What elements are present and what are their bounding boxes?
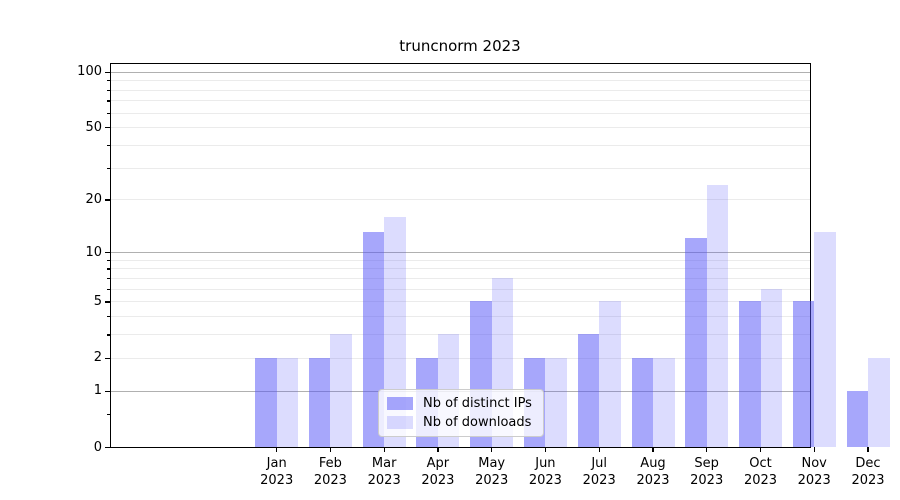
- minor-gridline: [111, 334, 810, 336]
- x-tick-label: Jul 2023: [582, 456, 616, 488]
- minor-gridline: [111, 145, 810, 146]
- y-tick-label: 50: [85, 119, 102, 135]
- y-axis-minor-tick: [107, 145, 110, 147]
- y-axis-minor-tick: [107, 288, 110, 290]
- minor-gridline: [111, 112, 810, 114]
- y-axis-minor-tick: [107, 277, 110, 280]
- bar-nov-distinct-ips: [792, 301, 815, 447]
- legend-item-downloads: Nb of downloads: [387, 415, 535, 430]
- minor-gridline: [111, 89, 810, 91]
- minor-gridline: [111, 167, 810, 169]
- minor-gridline: [111, 357, 810, 359]
- x-tick-label: Dec 2023: [851, 456, 885, 488]
- legend-item-distinct-ips: Nb of distinct IPs: [387, 396, 535, 411]
- bar-feb-distinct-ips: [308, 357, 331, 447]
- x-axis-tick: [329, 447, 332, 452]
- x-tick-label: Jan 2023: [260, 456, 294, 488]
- bar-jul-distinct-ips: [577, 334, 600, 447]
- x-tick-label: Sep 2023: [690, 456, 724, 488]
- x-axis-tick: [437, 447, 439, 452]
- y-tick-label: 100: [77, 64, 102, 80]
- x-axis-tick: [652, 447, 654, 452]
- y-axis-minor-tick: [107, 414, 110, 416]
- y-axis-minor-tick: [107, 199, 110, 201]
- minor-gridline: [111, 259, 810, 261]
- y-axis-minor-tick: [107, 112, 110, 114]
- legend-swatch-distinct-ips: [387, 397, 413, 410]
- y-tick-label: 5: [93, 293, 102, 309]
- x-axis-tick: [491, 447, 493, 452]
- y-axis-minor-tick: [107, 89, 110, 91]
- y-axis-tick: [105, 390, 110, 392]
- x-tick-label: Aug 2023: [636, 456, 670, 488]
- y-tick-label: 20: [85, 191, 102, 207]
- x-tick-label: Jun 2023: [528, 456, 562, 488]
- y-axis-tick: [105, 71, 110, 73]
- bar-feb-downloads: [330, 334, 352, 447]
- x-tick-label: Oct 2023: [743, 456, 778, 488]
- x-axis-tick: [544, 447, 547, 452]
- minor-gridline: [111, 288, 810, 290]
- major-gridline: [111, 71, 810, 73]
- y-axis-minor-tick: [107, 301, 110, 303]
- minor-gridline: [111, 316, 810, 318]
- bar-dec-downloads: [868, 357, 890, 447]
- y-axis-minor-tick: [107, 259, 110, 261]
- x-axis-tick: [867, 447, 869, 452]
- x-tick-label: Apr 2023: [421, 456, 455, 488]
- x-axis-tick: [759, 447, 762, 452]
- minor-gridline: [111, 80, 810, 82]
- bar-jun-downloads: [545, 357, 567, 447]
- y-axis-tick: [105, 252, 110, 254]
- major-gridline: [111, 252, 810, 253]
- chart-title: truncnorm 2023: [399, 37, 521, 55]
- x-axis-tick: [383, 447, 385, 452]
- legend: Nb of distinct IPs Nb of downloads: [378, 389, 544, 437]
- bar-sep-downloads: [706, 185, 729, 447]
- bar-oct-downloads: [760, 288, 782, 447]
- bar-aug-downloads: [653, 357, 675, 447]
- y-axis-tick: [105, 447, 110, 449]
- y-tick-label: 1: [93, 383, 102, 399]
- y-axis-minor-tick: [107, 268, 110, 270]
- bar-dec-distinct-ips: [846, 390, 868, 447]
- y-axis-minor-tick: [107, 127, 110, 129]
- bar-jan-distinct-ips: [255, 357, 277, 447]
- y-axis-minor-tick: [107, 316, 110, 318]
- legend-label-downloads: Nb of downloads: [423, 415, 532, 430]
- y-axis-minor-tick: [107, 80, 110, 82]
- legend-swatch-downloads: [387, 416, 413, 429]
- y-tick-label: 2: [93, 350, 102, 366]
- y-axis-minor-tick: [107, 167, 110, 169]
- x-axis-tick: [813, 447, 815, 452]
- bar-jan-downloads: [276, 357, 299, 447]
- bar-oct-distinct-ips: [739, 301, 761, 447]
- minor-gridline: [111, 100, 810, 102]
- legend-label-distinct-ips: Nb of distinct IPs: [423, 396, 532, 411]
- x-axis-tick: [276, 447, 278, 452]
- minor-gridline: [111, 301, 810, 303]
- bar-sep-distinct-ips: [685, 238, 707, 447]
- y-tick-label: 0: [93, 439, 102, 455]
- bar-nov-downloads: [814, 232, 836, 447]
- x-axis-tick: [706, 447, 708, 452]
- y-axis-minor-tick: [107, 100, 110, 102]
- y-axis-minor-tick: [107, 357, 110, 359]
- y-tick-label: 10: [85, 244, 102, 260]
- minor-gridline: [111, 268, 810, 270]
- x-tick-label: Mar 2023: [367, 456, 401, 488]
- x-tick-label: May 2023: [475, 456, 509, 488]
- x-axis-tick: [598, 447, 600, 452]
- x-tick-label: Feb 2023: [313, 456, 347, 488]
- y-axis-minor-tick: [107, 334, 110, 336]
- minor-gridline: [111, 277, 810, 279]
- minor-gridline: [111, 199, 810, 201]
- bar-jul-downloads: [599, 301, 621, 447]
- bar-aug-distinct-ips: [631, 357, 653, 447]
- minor-gridline: [111, 127, 810, 129]
- x-tick-label: Nov 2023: [797, 456, 831, 488]
